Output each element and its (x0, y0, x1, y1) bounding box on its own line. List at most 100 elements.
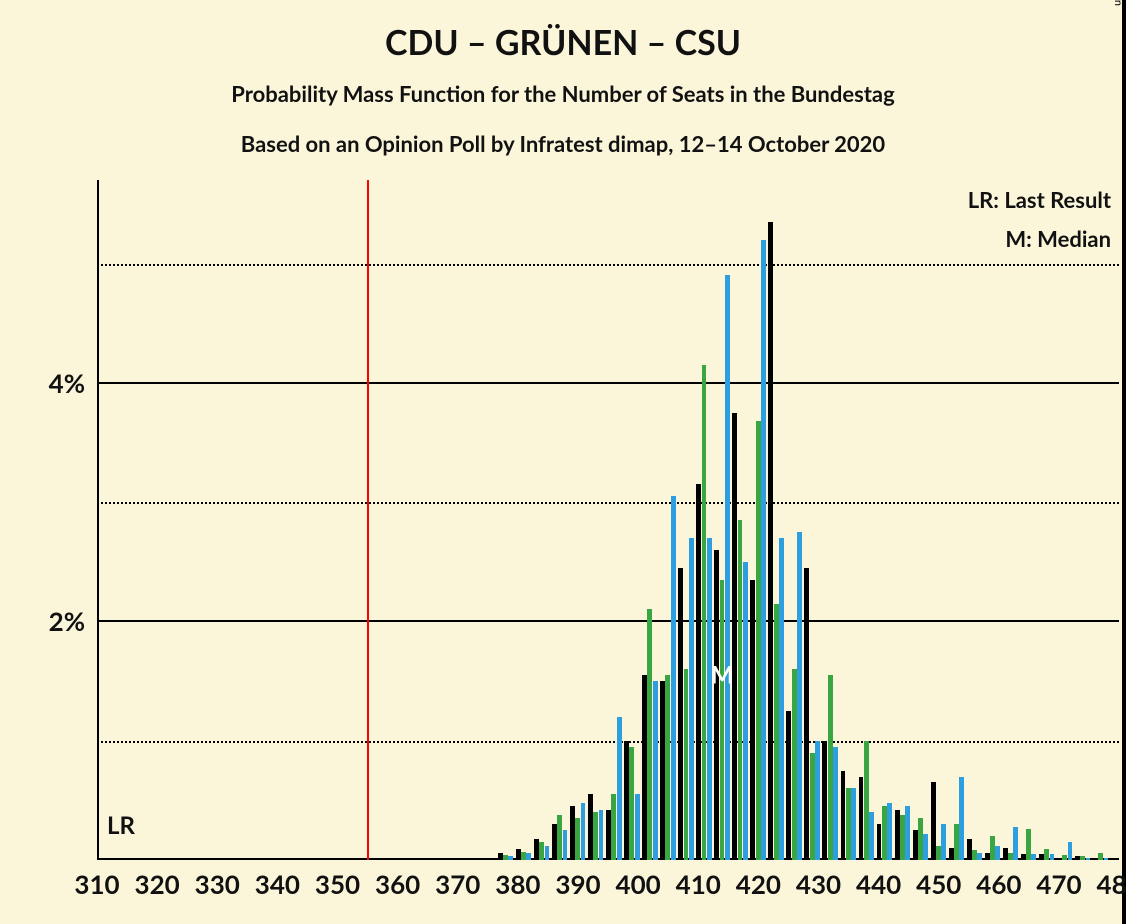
bar-green (575, 818, 580, 860)
x-tick-label: 460 (969, 868, 1029, 900)
bar-green (702, 365, 707, 860)
bar-blue (941, 824, 946, 860)
bar-green (1008, 853, 1013, 860)
y-grid-major (97, 382, 1119, 384)
bar-green (1062, 855, 1067, 860)
x-tick-label: 370 (428, 868, 488, 900)
bar-green (629, 747, 634, 860)
bar-green (756, 421, 761, 860)
y-axis (97, 180, 99, 860)
bar-blue (977, 853, 982, 860)
bar-blue (725, 275, 730, 860)
lr-label: LR (107, 811, 135, 840)
bar-black (931, 782, 936, 860)
bar-black (859, 777, 864, 861)
bar-blue (508, 856, 513, 860)
x-tick-label: 320 (127, 868, 187, 900)
bar-blue (635, 794, 640, 860)
bar-blue (869, 812, 874, 860)
bar-green (864, 741, 869, 860)
bar-green (684, 669, 689, 860)
bar-blue (671, 496, 676, 860)
x-tick-label: 330 (187, 868, 247, 900)
bar-green (593, 812, 598, 860)
bar-black (606, 810, 611, 860)
y-grid-major (97, 620, 1119, 622)
bar-green (1080, 856, 1085, 860)
bar-black (498, 853, 503, 860)
bar-black (660, 681, 665, 860)
bar-black (913, 830, 918, 860)
x-tick-label: 360 (368, 868, 428, 900)
bar-blue (689, 538, 694, 860)
bar-green (557, 815, 562, 860)
legend: LR: Last ResultM: Median (968, 186, 1111, 252)
bar-blue (815, 741, 820, 860)
bar-blue (599, 810, 604, 860)
bar-green (738, 520, 743, 860)
bar-black (696, 484, 701, 860)
bar-green (792, 669, 797, 860)
bar-black (516, 849, 521, 860)
bar-black (841, 771, 846, 860)
x-tick-label: 400 (608, 868, 668, 900)
bar-blue (851, 788, 856, 860)
bar-blue (1031, 854, 1036, 860)
bar-green (503, 855, 508, 860)
bar-blue (797, 532, 802, 860)
bar-green (972, 850, 977, 860)
x-tick-label: 310 (67, 868, 127, 900)
bar-green (539, 842, 544, 860)
bar-black (732, 413, 737, 860)
x-tick-label: 450 (909, 868, 969, 900)
bar-green (828, 675, 833, 860)
bar-green (954, 824, 959, 860)
bar-black (678, 568, 683, 860)
bar-blue (833, 747, 838, 860)
bar-green (720, 580, 725, 860)
bar-blue (563, 830, 568, 860)
bar-green (665, 675, 670, 860)
bar-black (750, 580, 755, 860)
bar-black (768, 222, 773, 860)
bar-black (804, 568, 809, 860)
chart-stage: © 2020 Filip van Laenen CDU – GRÜNEN – C… (0, 0, 1126, 924)
copyright: © 2020 Filip van Laenen (1112, 0, 1125, 6)
bar-green (647, 609, 652, 860)
x-tick-label: 380 (488, 868, 548, 900)
bar-black (1075, 856, 1080, 860)
bar-blue (1068, 842, 1073, 860)
bar-blue (707, 538, 712, 860)
y-grid-minor (97, 502, 1119, 504)
y-grid-minor (97, 741, 1119, 743)
last-result-line (367, 180, 369, 860)
bar-black (786, 711, 791, 860)
bar-blue (761, 240, 766, 860)
bar-black (1039, 854, 1044, 860)
bar-green (882, 806, 887, 860)
chart-plot-area: 2%4%310320330340350360370380390400410420… (97, 180, 1119, 860)
x-tick-label: 430 (788, 868, 848, 900)
x-tick-label: 350 (307, 868, 367, 900)
y-tick-label: 4% (49, 367, 85, 399)
bar-blue (581, 803, 586, 860)
bar-green (990, 836, 995, 860)
x-tick-label: 420 (728, 868, 788, 900)
bar-black (714, 550, 719, 860)
x-tick-label: 410 (668, 868, 728, 900)
y-grid-minor (97, 264, 1119, 266)
x-tick-label: 440 (849, 868, 909, 900)
bar-blue (779, 538, 784, 860)
y-tick-label: 2% (49, 605, 85, 637)
bar-black (1057, 858, 1062, 860)
bar-green (936, 846, 941, 860)
bar-black (1003, 848, 1008, 860)
bar-green (1026, 829, 1031, 860)
bar-green (918, 818, 923, 860)
x-tick-label: 340 (247, 868, 307, 900)
bar-blue (923, 834, 928, 860)
bar-black (642, 675, 647, 860)
bar-green (1044, 849, 1049, 860)
chart-title: CDU – GRÜNEN – CSU (0, 22, 1126, 63)
x-tick-label: 390 (548, 868, 608, 900)
